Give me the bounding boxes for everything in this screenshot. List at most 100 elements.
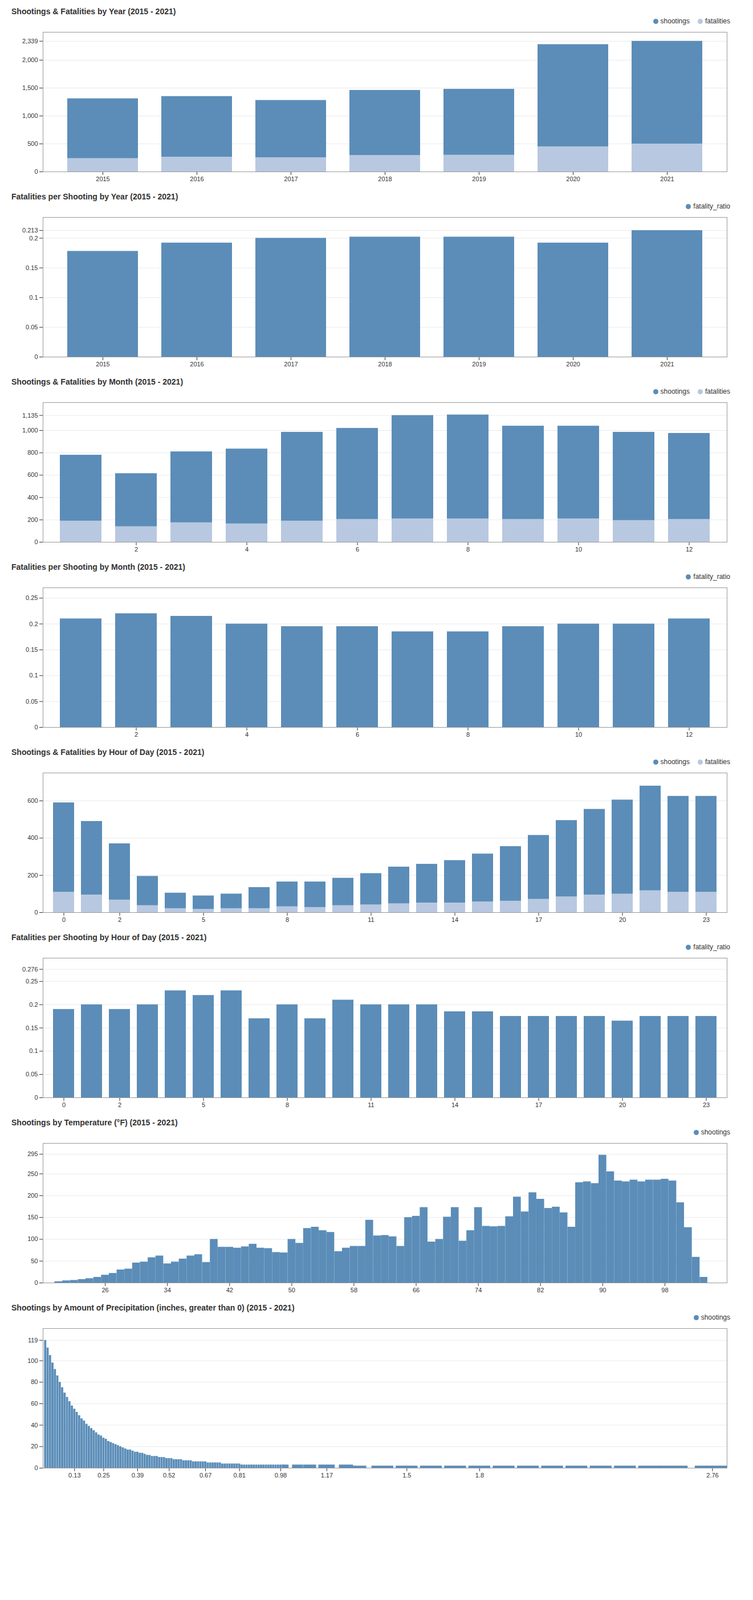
svg-text:600: 600: [27, 471, 38, 479]
svg-text:8: 8: [466, 546, 470, 553]
svg-text:0.52: 0.52: [163, 1472, 175, 1480]
svg-text:82: 82: [536, 1287, 544, 1294]
svg-text:12: 12: [685, 731, 693, 739]
svg-text:6: 6: [355, 546, 360, 553]
svg-text:2017: 2017: [283, 360, 298, 368]
svg-text:58: 58: [350, 1287, 358, 1294]
svg-text:1.8: 1.8: [475, 1472, 484, 1480]
svg-text:4: 4: [245, 546, 249, 553]
svg-text:0.05: 0.05: [25, 698, 38, 706]
svg-text:0.15: 0.15: [25, 1024, 38, 1032]
svg-text:2: 2: [117, 916, 122, 924]
svg-text:2021: 2021: [660, 360, 674, 368]
svg-text:200: 200: [27, 872, 38, 879]
svg-text:2,000: 2,000: [22, 56, 39, 64]
svg-text:0.1: 0.1: [29, 294, 38, 301]
svg-text:0: 0: [34, 909, 38, 917]
svg-text:200: 200: [27, 516, 38, 524]
svg-text:2,339: 2,339: [22, 37, 39, 45]
svg-text:14: 14: [451, 1101, 459, 1109]
svg-text:0: 0: [34, 723, 38, 731]
svg-text:10: 10: [575, 731, 582, 739]
svg-text:60: 60: [30, 1400, 38, 1408]
svg-text:0.39: 0.39: [131, 1472, 144, 1480]
svg-text:0.2: 0.2: [29, 620, 38, 628]
svg-text:10: 10: [575, 546, 582, 553]
svg-text:2: 2: [134, 731, 138, 739]
svg-text:2019: 2019: [471, 175, 486, 183]
svg-text:0.25: 0.25: [97, 1472, 110, 1480]
svg-text:0: 0: [34, 1279, 38, 1287]
svg-text:40: 40: [30, 1422, 38, 1430]
svg-text:42: 42: [226, 1287, 234, 1294]
svg-text:2015: 2015: [95, 175, 110, 183]
svg-text:150: 150: [27, 1214, 38, 1221]
svg-text:500: 500: [27, 140, 38, 148]
svg-text:0.15: 0.15: [25, 264, 38, 272]
svg-text:1,135: 1,135: [22, 412, 39, 419]
svg-text:50: 50: [30, 1258, 38, 1265]
svg-text:5: 5: [201, 916, 206, 924]
svg-text:2016: 2016: [189, 360, 204, 368]
svg-text:14: 14: [451, 916, 459, 924]
svg-text:0.2: 0.2: [29, 234, 38, 242]
svg-text:11: 11: [367, 1101, 374, 1109]
svg-text:2: 2: [117, 1101, 122, 1109]
svg-text:1,500: 1,500: [22, 84, 39, 92]
svg-text:1.17: 1.17: [320, 1472, 333, 1480]
svg-text:1,000: 1,000: [22, 112, 39, 120]
svg-text:23: 23: [702, 1101, 710, 1109]
svg-text:5: 5: [201, 1101, 206, 1109]
svg-text:2020: 2020: [566, 175, 580, 183]
svg-text:23: 23: [702, 916, 710, 924]
svg-text:34: 34: [164, 1287, 172, 1294]
svg-text:0.05: 0.05: [25, 323, 38, 331]
svg-text:0: 0: [34, 538, 38, 546]
svg-text:8: 8: [466, 731, 470, 739]
svg-text:6: 6: [355, 731, 360, 739]
svg-text:0.67: 0.67: [199, 1472, 212, 1480]
svg-text:11: 11: [367, 916, 374, 924]
svg-text:17: 17: [535, 916, 543, 924]
svg-text:0.213: 0.213: [22, 226, 39, 234]
svg-text:74: 74: [474, 1287, 482, 1294]
svg-text:8: 8: [285, 1101, 290, 1109]
svg-text:98: 98: [661, 1287, 669, 1294]
svg-text:295: 295: [27, 1150, 38, 1158]
svg-text:50: 50: [288, 1287, 296, 1294]
svg-text:8: 8: [285, 916, 290, 924]
svg-text:2015: 2015: [95, 360, 110, 368]
svg-text:0: 0: [34, 1464, 38, 1472]
svg-text:2021: 2021: [660, 175, 674, 183]
svg-text:600: 600: [27, 797, 38, 805]
svg-text:0.15: 0.15: [25, 646, 38, 654]
svg-text:17: 17: [535, 1101, 543, 1109]
svg-text:0.05: 0.05: [25, 1071, 38, 1078]
svg-text:0.1: 0.1: [29, 672, 38, 679]
svg-text:250: 250: [27, 1170, 38, 1178]
svg-text:26: 26: [101, 1287, 109, 1294]
svg-text:0.1: 0.1: [29, 1047, 38, 1055]
svg-text:0: 0: [62, 1101, 66, 1109]
svg-text:119: 119: [27, 1337, 39, 1345]
svg-text:1,000: 1,000: [22, 426, 39, 434]
svg-text:0.13: 0.13: [68, 1472, 81, 1480]
svg-text:2.76: 2.76: [706, 1472, 719, 1480]
svg-text:0.81: 0.81: [233, 1472, 246, 1480]
svg-text:0: 0: [34, 168, 38, 175]
svg-text:0: 0: [62, 916, 66, 924]
svg-text:0.2: 0.2: [29, 1001, 38, 1009]
svg-text:2019: 2019: [471, 360, 486, 368]
svg-text:2018: 2018: [377, 175, 392, 183]
svg-text:0.98: 0.98: [274, 1472, 287, 1480]
svg-text:90: 90: [599, 1287, 606, 1294]
svg-text:12: 12: [685, 546, 693, 553]
svg-text:400: 400: [27, 834, 38, 842]
svg-text:20: 20: [619, 916, 626, 924]
svg-text:800: 800: [27, 449, 38, 457]
svg-text:400: 400: [27, 494, 38, 502]
svg-text:2020: 2020: [566, 360, 580, 368]
svg-text:2017: 2017: [283, 175, 298, 183]
svg-text:0.25: 0.25: [25, 594, 38, 602]
svg-text:80: 80: [30, 1378, 38, 1386]
